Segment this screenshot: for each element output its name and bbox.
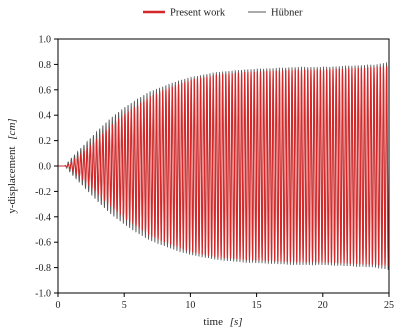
x-axis: 0 5 10 15 20 25 <box>56 293 394 311</box>
x-tick-label: 0 <box>56 300 61 311</box>
legend-label-present-work: Present work <box>170 8 226 19</box>
y-axis: -1.0 -0.8 -0.6 -0.4 -0.2 0.0 0.2 0.4 0.6 0.8 1.0 <box>35 35 58 300</box>
x-tick-label: 25 <box>384 300 394 311</box>
x-axis-title: time [s] <box>203 316 242 328</box>
y-axis-label: y-displacement <box>6 146 18 213</box>
y-tick-label: 1.0 <box>39 35 52 46</box>
x-tick-label: 20 <box>318 300 328 311</box>
x-tick-label: 10 <box>185 300 195 311</box>
y-axis-title: y-displacement [cm] <box>6 118 18 213</box>
y-tick-label: -0.4 <box>35 212 51 223</box>
y-tick-label: -0.6 <box>35 238 51 249</box>
y-tick-label: 0.4 <box>39 111 52 122</box>
y-tick-label: -1.0 <box>35 289 51 300</box>
y-tick-label: 0.6 <box>39 85 52 96</box>
x-axis-label: time <box>203 316 223 328</box>
legend: Present work Hübner <box>143 8 303 19</box>
y-tick-label: 0.2 <box>39 136 52 147</box>
x-axis-unit: [s] <box>230 316 243 328</box>
legend-label-hubner: Hübner <box>271 8 303 19</box>
x-tick-label: 5 <box>122 300 127 311</box>
y-tick-label: -0.8 <box>35 263 51 274</box>
x-tick-label: 15 <box>252 300 262 311</box>
y-axis-unit: [cm] <box>6 118 18 139</box>
series-line-present-work <box>58 66 389 267</box>
y-tick-label: 0.8 <box>39 60 52 71</box>
y-tick-label: -0.2 <box>35 187 51 198</box>
y-tick-label: 0.0 <box>39 162 52 173</box>
